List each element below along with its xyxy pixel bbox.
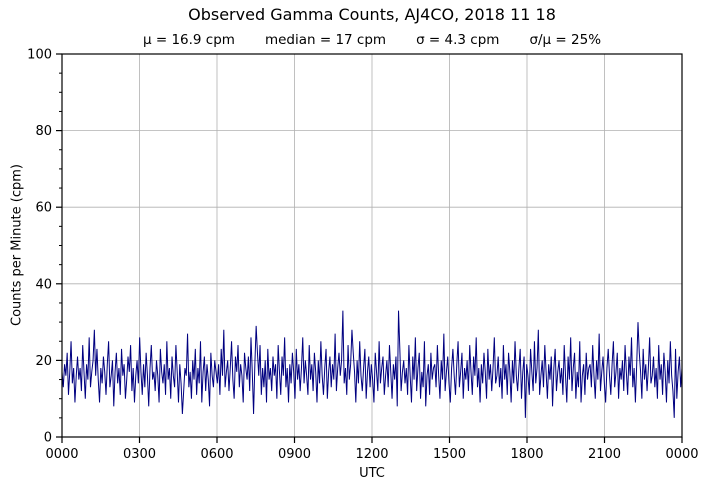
chart-stats: μ = 16.9 cpm median = 17 cpm σ = 4.3 cpm… xyxy=(62,32,682,48)
stat-sigma-over-mean: σ/μ = 25% xyxy=(529,32,602,48)
x-tick-label: 0000 xyxy=(45,447,78,462)
x-tick-label: 0600 xyxy=(200,447,233,462)
y-tick-label: 40 xyxy=(35,277,52,292)
y-tick-label: 20 xyxy=(35,354,52,369)
stat-median: median = 17 cpm xyxy=(264,32,387,48)
plot-border xyxy=(61,53,683,438)
y-tick-label: 100 xyxy=(27,48,52,63)
x-tick-label: 1800 xyxy=(510,447,543,462)
data-line xyxy=(61,310,683,418)
y-axis-label: Counts per Minute (cpm) xyxy=(9,164,25,326)
x-tick-label: 0000 xyxy=(665,447,698,462)
stat-sigma: σ = 4.3 cpm xyxy=(416,32,500,48)
y-tick-label: 60 xyxy=(35,201,52,216)
y-tick-label: 0 xyxy=(44,431,52,446)
x-axis-label: UTC xyxy=(359,466,385,481)
x-tick-label: 1500 xyxy=(433,447,466,462)
x-tick-label: 0900 xyxy=(278,447,311,462)
x-tick-label: 0300 xyxy=(123,447,156,462)
stat-mean: μ = 16.9 cpm xyxy=(142,32,235,48)
chart-title: Observed Gamma Counts, AJ4CO, 2018 11 18 xyxy=(188,5,556,24)
x-tick-label: 2100 xyxy=(588,447,621,462)
y-tick-label: 80 xyxy=(35,124,52,139)
x-tick-label: 1200 xyxy=(355,447,388,462)
